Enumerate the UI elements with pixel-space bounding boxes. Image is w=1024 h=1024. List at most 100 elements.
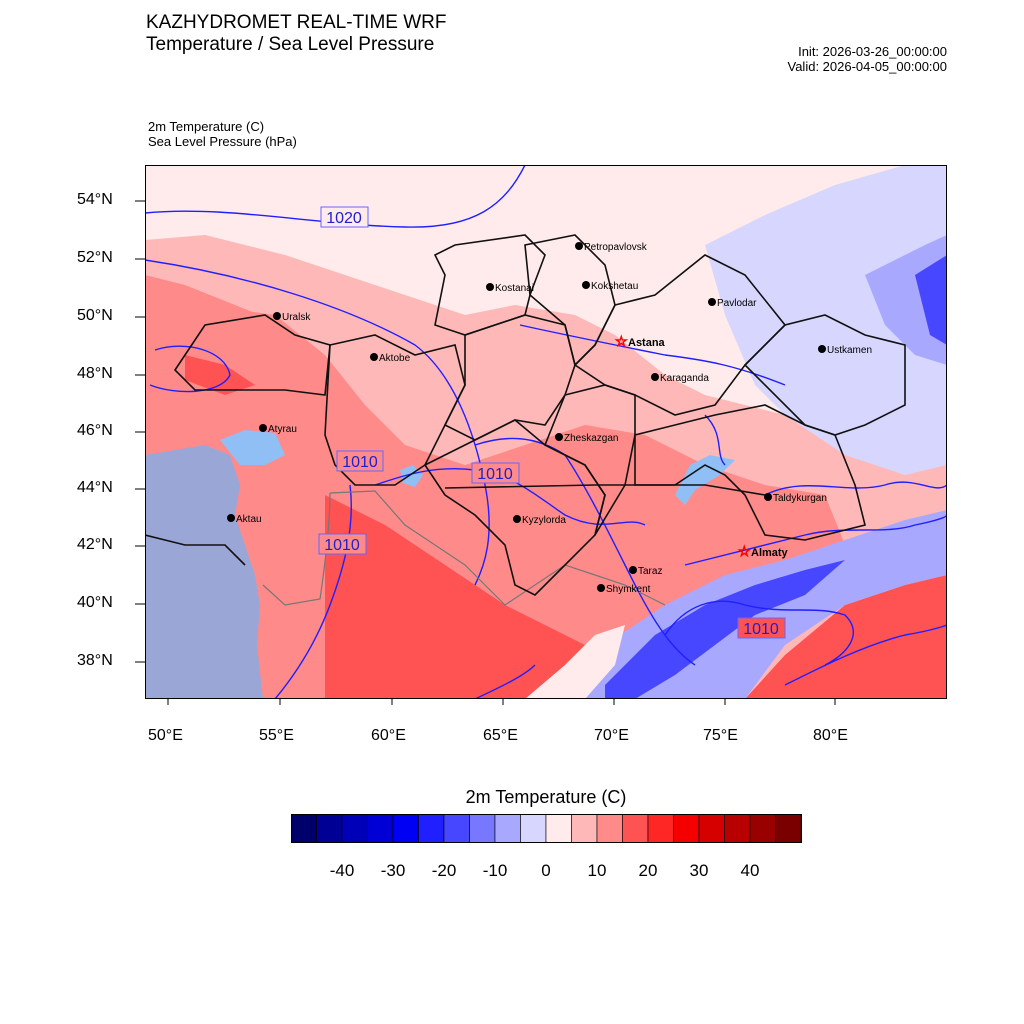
city-label: Astana xyxy=(628,337,666,349)
city-label: Atyrau xyxy=(268,424,297,435)
isobar xyxy=(784,624,947,686)
colorbar-swatch xyxy=(392,814,419,843)
city-marker: Taldykurgan xyxy=(764,493,827,504)
isobar-label-box: 1020 xyxy=(320,206,369,228)
city-label: Pavlodar xyxy=(717,298,757,309)
temperature-field xyxy=(915,255,947,345)
admin-borders xyxy=(145,234,906,596)
star-icon: ☆ xyxy=(615,333,628,349)
isobar-label: 1020 xyxy=(326,210,362,227)
colorbar-swatch xyxy=(520,814,547,843)
lat-label: 40°N xyxy=(77,594,113,611)
colorbar-swatch xyxy=(698,814,725,843)
city-marker: Karaganda xyxy=(651,373,709,384)
country-borders xyxy=(262,490,666,606)
isobar xyxy=(664,600,854,666)
temperature-field xyxy=(185,355,255,395)
border xyxy=(329,490,666,606)
colorbar-swatch xyxy=(367,814,394,843)
colorbar-label: -30 xyxy=(380,861,406,880)
variable-pressure: Sea Level Pressure (hPa) xyxy=(148,134,297,149)
lat-label: 38°N xyxy=(77,652,113,669)
variable-temperature: 2m Temperature (C) xyxy=(148,119,265,134)
colorbar-swatch xyxy=(647,814,674,843)
isobar-label-box: 1010 xyxy=(471,462,520,484)
lat-label: 42°N xyxy=(77,536,113,553)
border xyxy=(423,419,606,596)
isobar xyxy=(145,165,526,228)
lon-label: 60°E xyxy=(371,727,406,744)
colorbar-swatch xyxy=(494,814,521,843)
colorbar-swatch xyxy=(673,814,700,843)
isobar-label-box: 1010 xyxy=(737,617,786,639)
city-label: Uralsk xyxy=(282,312,311,323)
colorbar-label: -20 xyxy=(431,861,457,880)
isobar-label: 1010 xyxy=(477,466,513,483)
city-label: Taraz xyxy=(638,566,662,577)
valid-time: Valid: 2026-04-05_00:00:00 xyxy=(787,59,948,74)
star-icon: ☆ xyxy=(738,543,751,559)
border xyxy=(262,492,331,606)
lat-label: 46°N xyxy=(77,422,113,439)
lat-label: 50°N xyxy=(77,307,113,324)
colorbar-swatch xyxy=(316,814,343,843)
temperature-field xyxy=(705,165,947,475)
colorbar-swatch xyxy=(443,814,470,843)
colorbar-swatch xyxy=(571,814,598,843)
colorbar-swatch xyxy=(469,814,496,843)
city-marker: Atyrau xyxy=(259,424,297,435)
colorbar-label: -40 xyxy=(329,861,355,880)
lat-label: 52°N xyxy=(77,249,113,266)
init-time: Init: 2026-03-26_00:00:00 xyxy=(798,44,947,59)
colorbar-swatch xyxy=(545,814,572,843)
lon-label: 50°E xyxy=(148,727,183,744)
city-marker: Uralsk xyxy=(273,312,311,323)
map-title-block: KAZHYDROMET REAL-TIME WRF Temperature / … xyxy=(146,12,447,56)
lat-label: 44°N xyxy=(77,479,113,496)
temperature-field xyxy=(325,495,685,699)
isobar xyxy=(145,259,490,586)
city-marker: Zheskazgan xyxy=(555,433,618,444)
run-times: Init: 2026-03-26_00:00:00 Valid: 2026-04… xyxy=(788,44,948,74)
colorbar-swatch xyxy=(724,814,751,843)
city-label: Kostanai xyxy=(495,283,534,294)
tick-marks xyxy=(135,200,836,705)
city-marker: Pavlodar xyxy=(708,298,757,309)
variable-list: 2m Temperature (C) Sea Level Pressure (h… xyxy=(148,119,297,149)
city-marker: Taraz xyxy=(629,566,662,577)
lat-label: 54°N xyxy=(77,191,113,208)
isobar-label: 1010 xyxy=(743,621,779,638)
temperature-field xyxy=(605,560,845,699)
colorbar-swatch xyxy=(291,814,317,843)
temperature-field xyxy=(865,235,947,365)
city-label: Karaganda xyxy=(660,373,709,384)
city-label: Almaty xyxy=(751,547,789,559)
colorbar-label: 40 xyxy=(740,861,760,880)
colorbar-swatch xyxy=(341,814,368,843)
colorbar-label: -10 xyxy=(482,861,508,880)
colorbar-swatch xyxy=(775,814,802,843)
city-label: Petropavlovsk xyxy=(584,242,648,253)
border xyxy=(324,334,466,486)
city-label: Aktobe xyxy=(379,353,411,364)
colorbar-swatch xyxy=(622,814,649,843)
temperature-field xyxy=(145,275,325,425)
isobar xyxy=(704,414,726,466)
colorbar-label: 10 xyxy=(587,861,607,880)
border xyxy=(173,314,331,396)
lon-label: 70°E xyxy=(594,727,629,744)
lake-balkhash xyxy=(675,455,735,505)
isobar xyxy=(149,345,231,393)
colorbar-title: 2m Temperature (C) xyxy=(465,787,627,807)
caspian-sea xyxy=(145,445,263,699)
isobar-label-box: 1010 xyxy=(336,450,384,472)
city-label: Kyzylorda xyxy=(522,515,566,526)
isobar xyxy=(274,484,352,699)
border xyxy=(634,404,866,541)
isobar xyxy=(474,664,536,699)
isobar-label: 1010 xyxy=(342,454,378,471)
caspian-sea-north xyxy=(220,430,285,465)
isobar xyxy=(764,481,947,496)
city-marker: Petropavlovsk xyxy=(575,242,648,253)
city-marker: Aktau xyxy=(227,514,262,525)
